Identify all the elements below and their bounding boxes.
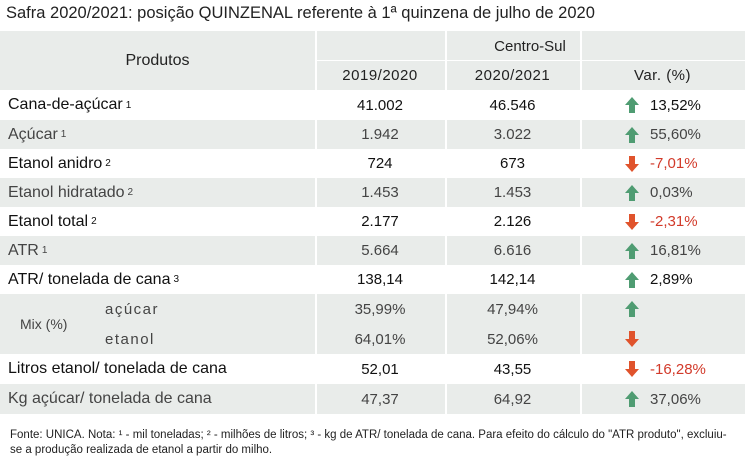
- value-cell: 52,06%: [487, 330, 538, 348]
- row-bg: [0, 294, 745, 354]
- value-cell: 138,14: [357, 271, 403, 288]
- trend-arrow: [625, 213, 639, 230]
- header-column: Var. (%): [633, 66, 692, 84]
- column-separator: [445, 31, 447, 414]
- value-cell: 52,01: [361, 360, 399, 378]
- value-cell: 142,14: [489, 271, 536, 288]
- trend-arrow: [625, 184, 639, 201]
- column-separator: [315, 31, 317, 414]
- value-cell: 1.453: [493, 184, 532, 201]
- row-bg: [0, 120, 745, 149]
- label-text: Mix (%): [20, 316, 68, 332]
- label-text: Cana-de-açúcar: [8, 96, 123, 113]
- value-cell: 47,94%: [487, 300, 538, 318]
- header-rule: [315, 60, 745, 61]
- label-text: ATR/ tonelada de cana: [8, 270, 171, 288]
- row-bg: [0, 384, 745, 414]
- value-cell: 46.546: [489, 96, 536, 114]
- variation-cell: 0,03%: [650, 184, 693, 201]
- trend-arrow: [625, 97, 639, 113]
- trend-arrow: [625, 301, 639, 317]
- trend-arrow: [625, 242, 639, 259]
- row-label: ATR/ tonelada de cana 3: [8, 265, 308, 294]
- label-text: Etanol anidro: [8, 154, 103, 172]
- value-cell: 47,37: [361, 390, 399, 408]
- value-cell: 64,92: [493, 390, 532, 408]
- footnote: Fonte: UNICA. Nota: ¹ - mil toneladas; ²…: [10, 429, 727, 456]
- value-cell: 1.942: [361, 126, 399, 143]
- header-group: Centro-Sul: [494, 37, 566, 55]
- label-text: Açúcar: [8, 125, 58, 143]
- subrow-label: etanol: [105, 330, 155, 348]
- variation-cell: -7,01%: [650, 155, 698, 172]
- row-label: Açúcar 1: [8, 120, 308, 149]
- value-cell: 5.664: [361, 242, 399, 259]
- label-text: Etanol hidratado: [8, 183, 125, 201]
- subrow-label: açúcar: [105, 300, 160, 318]
- variation-cell: 13,52%: [650, 96, 701, 114]
- trend-arrow: [625, 126, 639, 143]
- value-cell: 6.616: [493, 242, 532, 259]
- row-label: Litros etanol/ tonelada de cana: [8, 354, 308, 384]
- row-label: Etanol total 2: [8, 207, 308, 236]
- header-column: 2019/2020: [342, 66, 418, 84]
- variation-cell: -2,31%: [650, 213, 698, 230]
- value-cell: 35,99%: [354, 300, 406, 318]
- superscript: 2: [105, 158, 111, 169]
- trend-arrow: [625, 271, 639, 288]
- superscript: 2: [127, 187, 134, 198]
- row-label: Mix (%): [8, 294, 308, 354]
- superscript: 3: [173, 274, 180, 285]
- superscript: 1: [60, 129, 67, 140]
- value-cell: 3.022: [493, 126, 532, 143]
- row-label: Etanol hidratado 2: [8, 178, 308, 207]
- variation-cell: 37,06%: [650, 390, 701, 408]
- row-label: Kg açúcar/ tonelada de cana: [8, 384, 308, 414]
- variation-cell: 2,89%: [650, 271, 693, 288]
- trend-arrow: [625, 361, 639, 377]
- row-bg: [0, 236, 745, 265]
- row-label: Cana-de-açúcar 1: [8, 90, 308, 120]
- value-cell: 673: [499, 155, 526, 172]
- header-products: Produtos: [125, 51, 190, 69]
- value-cell: 1.453: [361, 184, 399, 201]
- superscript: 2: [91, 216, 97, 227]
- trend-arrow: [625, 391, 639, 407]
- trend-arrow: [625, 155, 639, 172]
- row-label: Etanol anidro 2: [8, 149, 308, 178]
- row-bg: [0, 178, 745, 207]
- value-cell: 2.177: [361, 213, 399, 230]
- superscript: 1: [41, 245, 48, 256]
- title: Safra 2020/2021: posição QUINZENAL refer…: [6, 4, 595, 22]
- trend-arrow: [625, 331, 639, 347]
- variation-cell: 16,81%: [650, 242, 701, 259]
- label-text: Etanol total: [8, 212, 89, 230]
- label-text: Litros etanol/ tonelada de cana: [8, 360, 227, 377]
- value-cell: 64,01%: [354, 330, 406, 348]
- header-column: 2020/2021: [474, 66, 551, 84]
- value-cell: 41.002: [357, 96, 403, 114]
- column-separator: [580, 31, 582, 414]
- value-cell: 724: [367, 155, 393, 172]
- label-text: Kg açúcar/ tonelada de cana: [8, 390, 212, 407]
- variation-cell: -16,28%: [650, 360, 706, 378]
- value-cell: 2.126: [493, 213, 532, 230]
- row-label: ATR 1: [8, 236, 308, 265]
- label-text: ATR: [8, 241, 39, 259]
- value-cell: 43,55: [493, 360, 532, 378]
- superscript: 1: [125, 99, 132, 111]
- variation-cell: 55,60%: [650, 126, 701, 143]
